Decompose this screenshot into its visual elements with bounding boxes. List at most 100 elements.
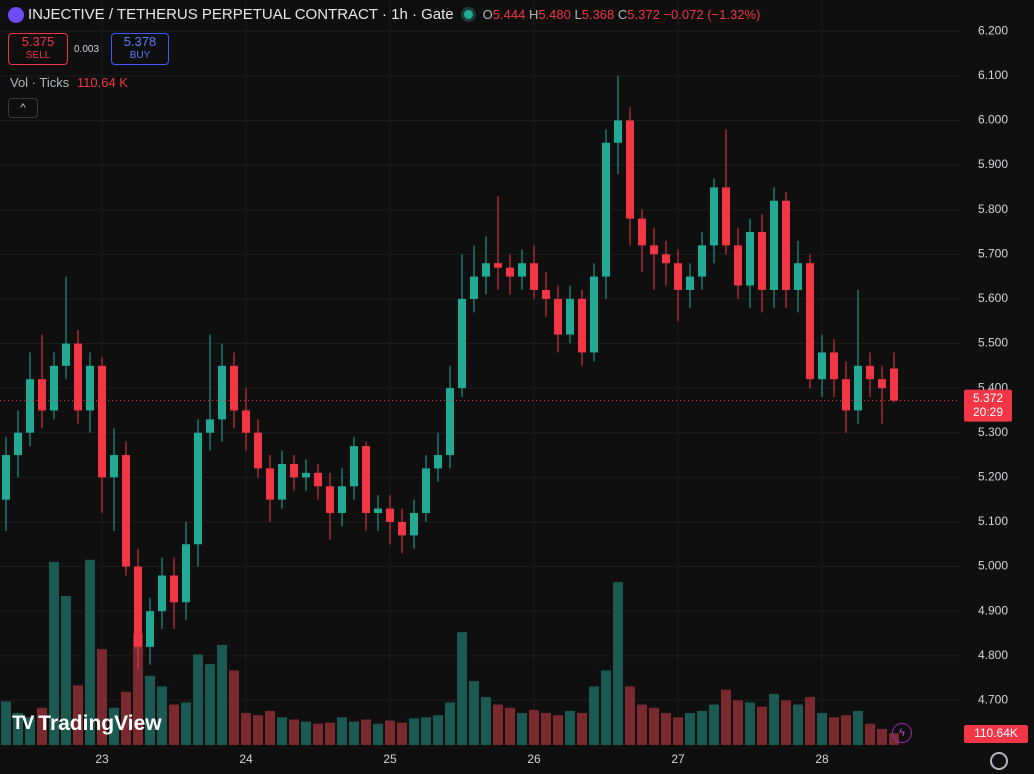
volume-legend-value: 110.64 K: [76, 75, 128, 90]
candle-body: [434, 455, 442, 469]
volume-bar: [853, 710, 863, 745]
candle-body: [398, 521, 406, 536]
candle-body: [98, 365, 106, 478]
candle-body: [170, 575, 178, 603]
candle-body: [470, 276, 478, 299]
volume-bar: [13, 713, 23, 745]
volume-bar: [781, 700, 791, 745]
symbol-icon: [8, 6, 24, 23]
volume-bar: [37, 707, 47, 745]
settings-button[interactable]: [990, 752, 1008, 770]
volume-bar: [817, 713, 827, 745]
candle-body: [842, 379, 850, 411]
candle-body: [794, 263, 802, 290]
price-tag: [964, 389, 1012, 422]
candle-body: [50, 365, 58, 411]
candle-body: [134, 566, 142, 647]
candle-body: [722, 187, 730, 246]
candle-body: [866, 365, 874, 380]
volume-legend-label: Vol · Ticks: [10, 75, 70, 90]
collapse-button[interactable]: ^: [8, 98, 38, 118]
y-tick-label: 5.700: [978, 246, 1008, 260]
candle-body: [746, 231, 754, 286]
volume-bar: [61, 596, 71, 745]
lightning-button[interactable]: ϟ: [892, 723, 912, 743]
candle-body: [758, 231, 766, 290]
volume-bar: [109, 707, 119, 745]
volume-bar: [481, 697, 491, 745]
header: INJECTIVE / TETHERUS PERPETUAL CONTRACT …: [8, 6, 760, 23]
volume-bar: [301, 721, 311, 745]
candle-body: [578, 298, 586, 353]
l-label: L: [574, 7, 582, 22]
candle-body: [710, 187, 718, 246]
volume-bar: [553, 715, 563, 745]
low-value: 5.368: [581, 7, 615, 22]
volume-bar: [469, 681, 479, 745]
volume-bar: [529, 709, 539, 745]
volume-bar: [673, 717, 683, 745]
volume-bar: [517, 713, 527, 745]
volume-bar: [769, 693, 779, 745]
candle-body: [590, 276, 598, 353]
y-tick-label: 5.600: [978, 291, 1008, 305]
volume-bar: [745, 702, 755, 745]
price-axis: [960, 0, 1034, 774]
volume-bar: [661, 713, 671, 745]
volume-bar: [253, 715, 263, 745]
volume-bar: [373, 723, 383, 745]
candle-body: [602, 142, 610, 277]
volume-bar: [241, 713, 251, 745]
logo-text: TradingView: [38, 712, 162, 735]
candle-body: [662, 254, 670, 264]
candle-body: [878, 379, 886, 389]
volume-bar: [541, 713, 551, 745]
volume-bar: [865, 723, 875, 745]
volume-legend: Vol · Ticks 110.64 K: [10, 75, 128, 90]
candle-body: [410, 513, 418, 536]
volume-bar: [217, 644, 227, 745]
volume-bar: [445, 702, 455, 745]
volume-bar: [613, 582, 623, 745]
y-tick-label: 6.000: [978, 113, 1008, 127]
volume-bar: [97, 649, 107, 745]
candle-body: [650, 245, 658, 255]
price-tag-value: 5.372: [973, 391, 1003, 405]
y-tick-label: 5.300: [978, 425, 1008, 439]
volume-bar: [577, 713, 587, 745]
sell-button[interactable]: 5.375 SELL: [8, 33, 68, 65]
y-tick-label: 5.900: [978, 157, 1008, 171]
volume-bar: [625, 686, 635, 745]
x-tick-label: 26: [527, 752, 541, 766]
candle-body: [218, 365, 226, 420]
candle-body: [14, 432, 22, 456]
candle-body: [182, 544, 190, 603]
buy-button[interactable]: 5.378 BUY: [111, 33, 169, 65]
volume-bar: [409, 718, 419, 745]
candle-body: [254, 432, 262, 469]
ohlc: O5.444 H5.480 L5.368 C5.372 −0.072 (−1.3…: [483, 7, 761, 22]
candle-body: [302, 472, 310, 478]
volume-bar: [877, 729, 887, 745]
buy-label: BUY: [129, 50, 151, 61]
volume-bar: [385, 720, 395, 745]
candle-body: [86, 365, 94, 411]
candle-body: [290, 463, 298, 478]
volume-bar: [421, 717, 431, 745]
candle-body: [74, 343, 82, 411]
o-label: O: [482, 7, 493, 22]
candle-body: [110, 455, 118, 478]
candle-body: [266, 468, 274, 500]
y-tick-label: 5.200: [978, 470, 1008, 484]
candle-body: [566, 298, 574, 335]
volume-bar: [649, 707, 659, 745]
candle-body: [278, 463, 286, 500]
candle-body: [326, 486, 334, 514]
candle-body: [686, 276, 694, 290]
h-label: H: [528, 7, 539, 22]
volume-bar: [121, 691, 131, 745]
volume-bar: [169, 704, 179, 745]
y-tick-label: 6.100: [978, 68, 1008, 82]
candle-body: [158, 575, 166, 612]
